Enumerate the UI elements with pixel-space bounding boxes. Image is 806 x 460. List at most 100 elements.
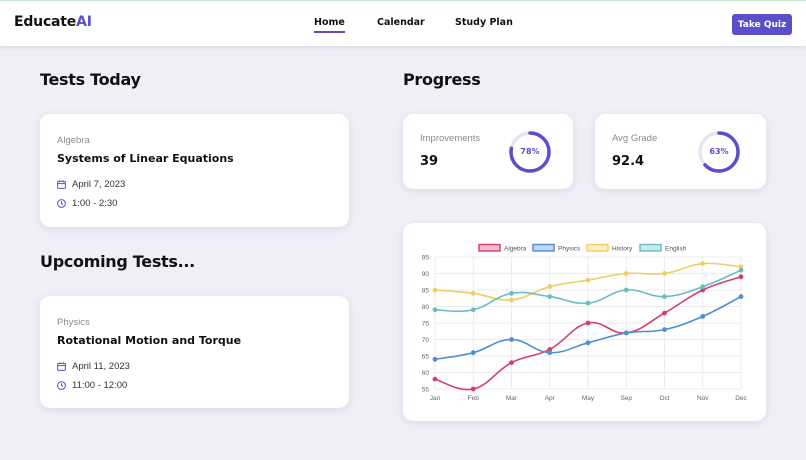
test-subject: Physics <box>57 317 90 328</box>
data-point <box>509 297 514 303</box>
legend-label: Algebra <box>504 246 527 253</box>
data-point <box>547 347 553 352</box>
test-name: Systems of Linear Equations <box>57 152 234 165</box>
legend-swatch <box>586 243 609 252</box>
upcoming-tests-heading: Upcoming Tests... <box>40 252 195 271</box>
nav-link-calendar[interactable]: Calendar <box>377 17 425 28</box>
data-point <box>509 290 514 296</box>
data-point <box>738 264 744 270</box>
nav-link-home[interactable]: Home <box>314 17 345 33</box>
data-point <box>585 320 591 326</box>
ring-percentage: 63% <box>709 147 729 156</box>
y-tick-label: 90 <box>422 271 430 278</box>
progress-chart-card: 55 60 65 70 75 80 85 90 95 Jan Feb Mar Apr May Sep Oct N… <box>403 223 766 421</box>
y-tick-label: 60 <box>422 370 430 377</box>
stat-label: Avg Grade <box>612 133 658 144</box>
calendar-icon <box>57 180 66 189</box>
clock-icon <box>57 381 66 390</box>
test-date: April 11, 2023 <box>72 361 130 372</box>
progress-heading: Progress <box>403 70 481 89</box>
test-time: 11:00 - 12:00 <box>72 380 128 391</box>
data-point <box>662 294 667 299</box>
data-point <box>547 294 553 299</box>
x-tick-label: Dec <box>735 395 747 402</box>
x-tick-label: Apr <box>545 395 556 402</box>
brand-logo[interactable]: EducateAI <box>14 14 92 30</box>
legend-label: Physics <box>558 246 581 253</box>
stat-value: 39 <box>420 154 439 169</box>
nav-link-study-plan[interactable]: Study Plan <box>455 17 513 28</box>
x-tick-label: Mar <box>506 395 518 402</box>
y-tick-label: 75 <box>422 321 430 328</box>
stat-card-improvements: Improvements 39 78% <box>403 114 573 189</box>
test-time: 1:00 - 2:30 <box>72 198 118 209</box>
test-time-row: 1:00 - 2:30 <box>57 198 117 209</box>
data-point <box>585 300 591 306</box>
data-point <box>738 274 744 280</box>
calendar-icon <box>57 362 66 371</box>
progress-ring <box>698 131 740 173</box>
stat-label: Improvements <box>420 133 481 144</box>
legend-label: History <box>612 246 633 253</box>
data-point <box>662 271 667 276</box>
data-point <box>700 287 706 293</box>
y-tick-label: 95 <box>422 255 430 262</box>
x-tick-label: May <box>582 395 595 402</box>
data-point <box>509 337 514 342</box>
test-subject: Algebra <box>57 135 90 146</box>
legend-swatch <box>639 243 662 252</box>
progress-ring <box>509 131 551 173</box>
take-quiz-button[interactable]: Take Quiz <box>732 14 792 35</box>
brand-name-accent: AI <box>76 14 92 30</box>
data-point <box>432 307 438 313</box>
data-point <box>470 307 476 313</box>
x-tick-label: Oct <box>659 395 669 402</box>
data-point <box>738 294 744 299</box>
data-point <box>700 261 706 266</box>
test-card-upcoming[interactable]: Physics Rotational Motion and Torque Apr… <box>40 296 349 408</box>
data-point <box>662 327 667 332</box>
legend-label: English <box>665 246 687 253</box>
ring-percentage: 78% <box>520 147 540 156</box>
data-point <box>432 376 438 382</box>
data-point <box>547 284 553 290</box>
test-date-row: April 7, 2023 <box>57 179 125 190</box>
data-point <box>470 290 476 296</box>
test-name: Rotational Motion and Torque <box>57 334 242 347</box>
stat-card-avg-grade: Avg Grade 92.4 63% <box>595 114 766 189</box>
tests-today-heading: Tests Today <box>40 70 141 89</box>
data-point <box>623 271 629 276</box>
clock-icon <box>57 199 66 208</box>
data-point <box>585 277 591 283</box>
y-tick-label: 55 <box>422 387 430 394</box>
test-time-row: 11:00 - 12:00 <box>57 380 127 391</box>
data-point <box>585 340 591 346</box>
data-point <box>432 287 438 293</box>
x-tick-label: Feb <box>468 395 480 402</box>
x-tick-label: Sep <box>620 395 632 402</box>
data-point <box>470 350 476 356</box>
brand-name: Educate <box>14 14 77 30</box>
data-point <box>547 350 553 356</box>
data-point <box>700 314 706 319</box>
x-tick-label: Nov <box>697 395 709 402</box>
data-point <box>470 386 476 392</box>
data-point <box>700 284 706 290</box>
data-point <box>623 287 629 293</box>
test-date-row: April 11, 2023 <box>57 361 130 372</box>
y-tick-label: 65 <box>422 354 430 361</box>
legend-swatch <box>478 243 501 252</box>
data-point <box>432 356 438 362</box>
test-card-today[interactable]: Algebra Systems of Linear Equations Apri… <box>40 114 349 227</box>
data-point <box>738 267 744 273</box>
data-point <box>509 360 514 365</box>
data-point <box>662 310 667 316</box>
top-navbar: EducateAI Home Calendar Study Plan Take … <box>0 0 806 46</box>
y-tick-label: 70 <box>422 337 430 344</box>
stat-value: 92.4 <box>612 154 645 169</box>
test-date: April 7, 2023 <box>72 179 126 190</box>
y-tick-label: 85 <box>422 288 430 295</box>
x-tick-label: Jan <box>430 395 441 402</box>
legend-swatch <box>532 243 555 252</box>
y-tick-label: 80 <box>422 304 430 311</box>
